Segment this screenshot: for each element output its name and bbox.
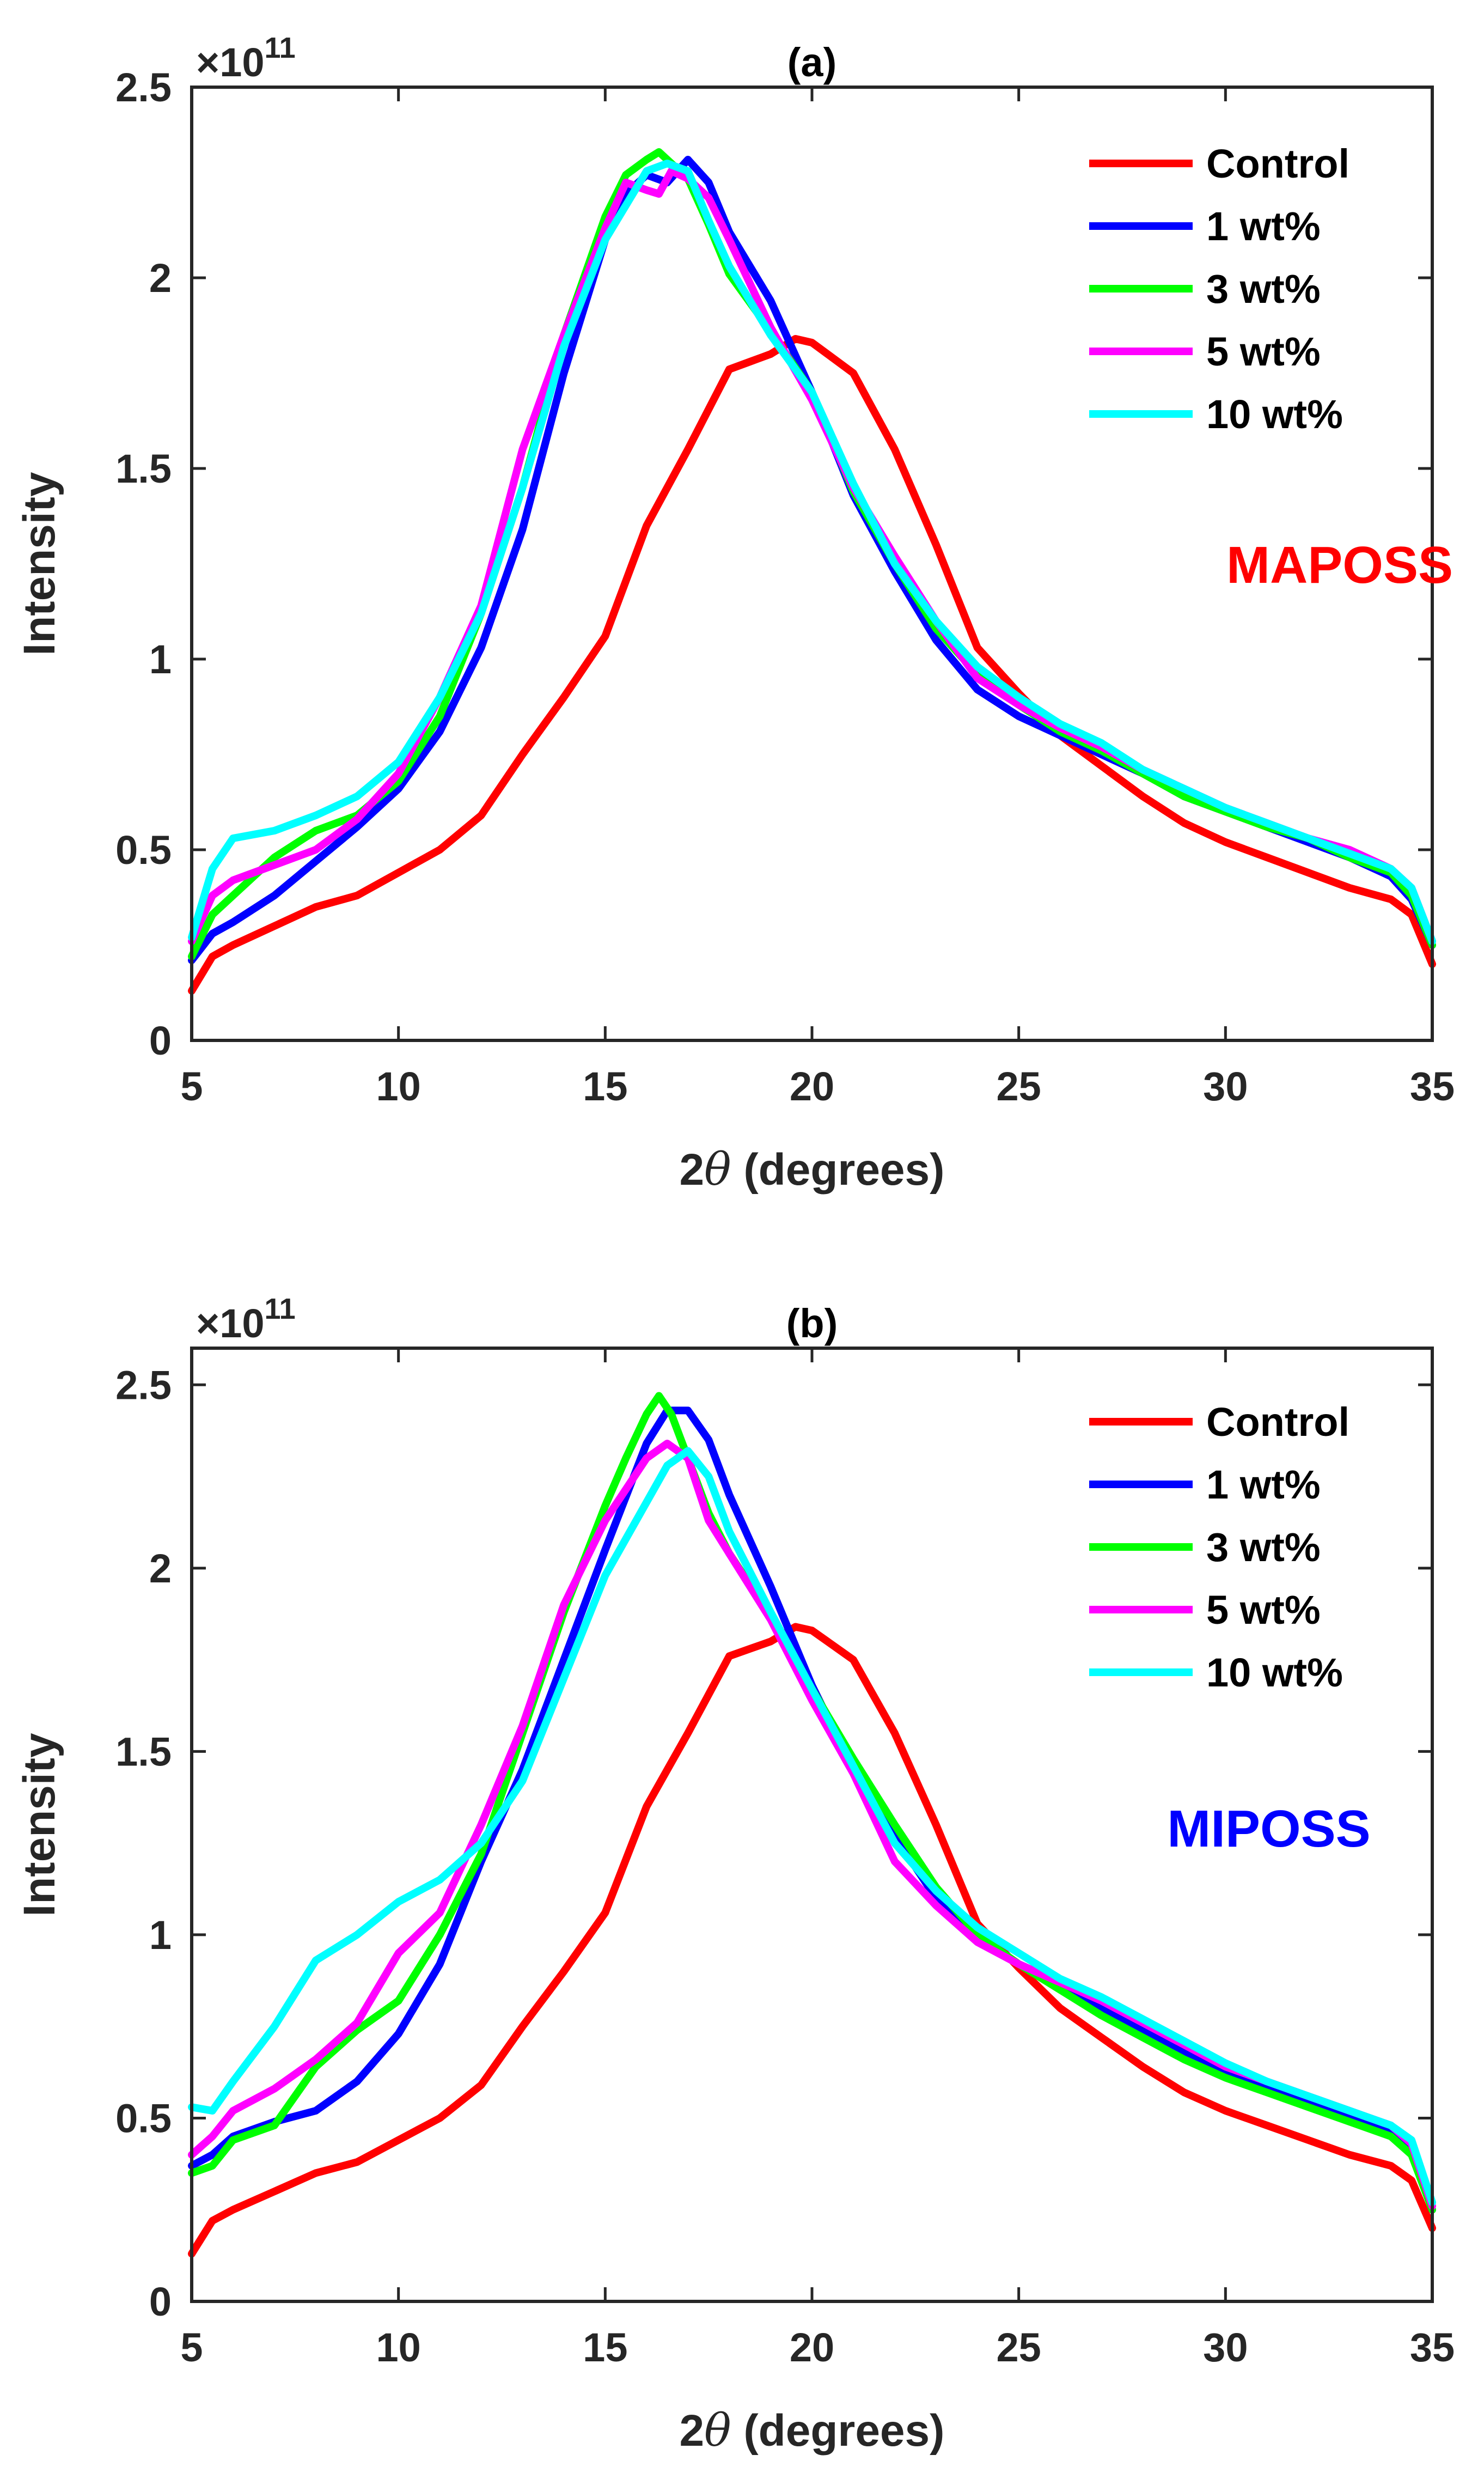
legend-label: 1 wt% [1206, 204, 1321, 249]
legend-label: 10 wt% [1206, 392, 1343, 437]
series-line-10-wt- [188, 160, 1436, 945]
y-exponent-base: ×10 [196, 40, 265, 85]
series-line-control [188, 335, 1436, 995]
x-axis-label: 2θ (degrees) [680, 2405, 945, 2457]
x-tick-label: 15 [583, 1064, 627, 1109]
legend-label: 5 wt% [1206, 1587, 1321, 1633]
x-axis-label-prefix: 2 [680, 2406, 705, 2456]
y-tick-label: 2.5 [115, 1362, 172, 1408]
legend: Control 1 wt% 3 wt% 5 wt% 10 wt% [1089, 141, 1349, 437]
material-annotation: MIPOSS [1167, 1800, 1370, 1858]
x-tick-label: 20 [790, 2325, 834, 2370]
x-tick-label: 20 [790, 1064, 834, 1109]
y-tick-label: 1.5 [115, 446, 172, 491]
legend-label: 1 wt% [1206, 1462, 1321, 1507]
x-tick-label: 5 [180, 1064, 203, 1109]
chart-title: (b) [786, 1301, 838, 1346]
y-exponent-label: ×1011 [196, 1293, 296, 1346]
x-axis-label: 2θ (degrees) [680, 1144, 945, 1196]
x-tick-label: 30 [1203, 1064, 1248, 1109]
x-axis-label-prefix: 2 [680, 1145, 705, 1195]
y-exponent-label: ×1011 [196, 32, 296, 85]
x-tick-label: 25 [997, 2325, 1041, 2370]
y-exponent-power: 11 [265, 32, 296, 64]
chart-title: (a) [787, 40, 836, 85]
y-exponent-base: ×10 [196, 1301, 265, 1346]
x-tick-label: 35 [1410, 1064, 1455, 1109]
series-lines [188, 148, 1436, 995]
legend-label: Control [1206, 141, 1349, 186]
series-lines [188, 1392, 1436, 2258]
legend-label: 5 wt% [1206, 329, 1321, 374]
x-tick-label: 35 [1410, 2325, 1455, 2370]
legend-label: 3 wt% [1206, 266, 1321, 312]
y-tick-label: 2 [149, 255, 172, 301]
y-tick-label: 1.5 [115, 1729, 172, 1774]
x-tick-label: 5 [180, 2325, 203, 2370]
y-exponent-power: 11 [265, 1293, 296, 1325]
x-axis-label-suffix: (degrees) [731, 1145, 945, 1195]
x-tick-label: 30 [1203, 2325, 1248, 2370]
material-annotation: MAPOSS [1226, 536, 1453, 594]
y-tick-label: 1 [149, 637, 172, 682]
x-axis-label-symbol: θ [704, 2405, 731, 2457]
legend: Control 1 wt% 3 wt% 5 wt% 10 wt% [1089, 1399, 1349, 1695]
y-tick-label: 0 [149, 2279, 172, 2324]
x-tick-label: 25 [997, 1064, 1041, 1109]
series-line-10-wt- [188, 1447, 1436, 2207]
x-tick-label: 15 [583, 2325, 627, 2370]
legend-label: 10 wt% [1206, 1650, 1343, 1695]
y-axis-label: Intensity [15, 472, 64, 656]
y-tick-label: 0.5 [115, 2096, 172, 2141]
x-axis-label-suffix: (degrees) [731, 2406, 945, 2456]
y-axis-label: Intensity [15, 1733, 64, 1917]
legend-label: 3 wt% [1206, 1525, 1321, 1570]
legend-label: Control [1206, 1399, 1349, 1445]
x-tick-label: 10 [376, 2325, 421, 2370]
y-tick-label: 0 [149, 1018, 172, 1063]
y-tick-label: 1 [149, 1912, 172, 1958]
y-tick-label: 2.5 [115, 65, 172, 110]
series-line-control [188, 1623, 1436, 2258]
x-tick-label: 10 [376, 1064, 421, 1109]
y-tick-label: 2 [149, 1546, 172, 1591]
y-tick-label: 0.5 [115, 827, 172, 873]
x-axis-label-symbol: θ [704, 1144, 731, 1196]
